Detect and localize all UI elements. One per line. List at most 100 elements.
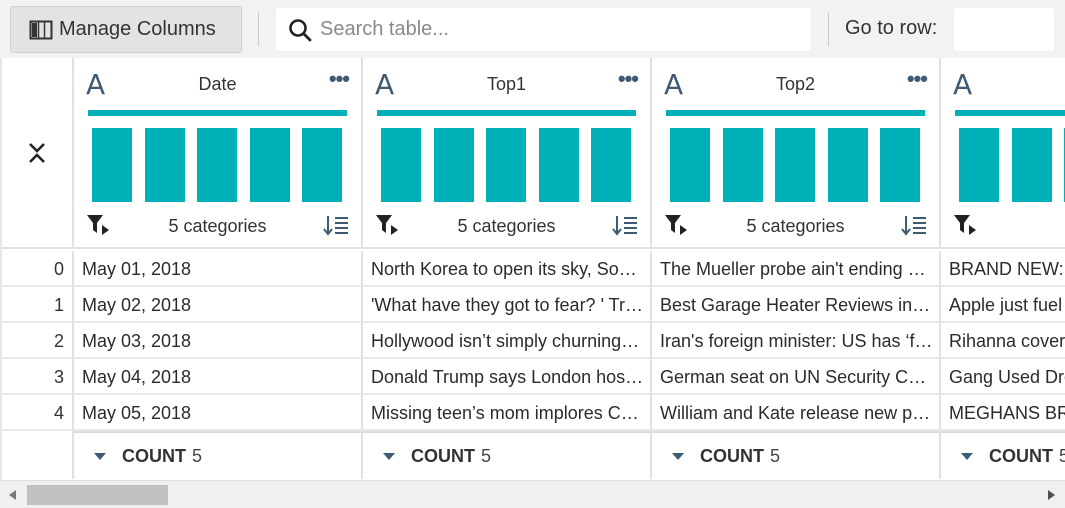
- table-cell[interactable]: Best Garage Heater Reviews in 2018: [652, 287, 941, 323]
- table-cell[interactable]: The Mueller probe ain't ending anytime s…: [652, 251, 941, 287]
- search-input[interactable]: [320, 18, 800, 41]
- scroll-right-icon[interactable]: [1048, 490, 1055, 500]
- histogram-bar[interactable]: [591, 128, 631, 202]
- column-footer-count[interactable]: COUNT 5: [363, 431, 652, 479]
- column-menu-icon[interactable]: •••: [906, 66, 928, 91]
- filter-icon[interactable]: [664, 213, 690, 237]
- histogram-bar[interactable]: [381, 128, 421, 202]
- toolbar-divider: [258, 12, 259, 46]
- dropdown-icon: [672, 452, 684, 460]
- category-histogram: [959, 128, 1065, 202]
- goto-row-input[interactable]: [954, 8, 1054, 51]
- footer-stat-label: COUNT: [411, 445, 475, 466]
- toolbar-divider: [828, 12, 829, 46]
- footer-stat-value: 5: [481, 445, 492, 466]
- column-header: A Top1 ••• 5 categories: [363, 58, 652, 249]
- table-cell[interactable]: Hollywood isn’t simply churning out sequ…: [363, 323, 652, 359]
- column-footer-count[interactable]: COUNT 5: [652, 431, 941, 479]
- table-cell[interactable]: Donald Trump says London hospital: [363, 359, 652, 395]
- table-cell[interactable]: Rihanna cover: [941, 323, 1065, 359]
- sort-icon[interactable]: [612, 213, 638, 237]
- columns-icon: [29, 20, 53, 39]
- footer-stat-label: COUNT: [989, 445, 1053, 466]
- row-index: 2: [2, 323, 74, 359]
- filter-icon[interactable]: [375, 213, 401, 237]
- table-cell[interactable]: Iran's foreign minister: US has ‘failed’: [652, 323, 941, 359]
- horizontal-scrollbar[interactable]: [0, 480, 1065, 508]
- histogram-bar[interactable]: [670, 128, 710, 202]
- column-bar: [377, 110, 636, 116]
- row-index: 1: [2, 287, 74, 323]
- histogram-bar[interactable]: [775, 128, 815, 202]
- histogram-bar[interactable]: [486, 128, 526, 202]
- scrollbar-thumb[interactable]: [27, 485, 168, 505]
- search-icon: [289, 18, 312, 41]
- column-bar: [88, 110, 347, 116]
- column-bar: [955, 110, 1065, 116]
- histogram-bar[interactable]: [302, 128, 342, 202]
- histogram-bar[interactable]: [1011, 128, 1052, 202]
- table-cell[interactable]: BRAND NEW: 1: [941, 251, 1065, 287]
- footer-stat-value: 5: [192, 445, 203, 466]
- table-cell[interactable]: William and Kate release new photos: [652, 395, 941, 431]
- table-cell[interactable]: 'What have they got to fear? ' Trump: [363, 287, 652, 323]
- column-header: A Top2 ••• 5 categories: [652, 58, 941, 249]
- table-cell[interactable]: German seat on UN Security Council: [652, 359, 941, 395]
- row-index: 0: [2, 251, 74, 287]
- column-title: Top2: [775, 74, 816, 94]
- filter-icon[interactable]: [86, 213, 112, 237]
- table-cell[interactable]: MEGHANS BRO: [941, 395, 1065, 431]
- category-count: 5 ca: [941, 216, 1065, 237]
- column-bar: [666, 110, 925, 116]
- filter-icon[interactable]: [953, 213, 979, 237]
- manage-columns-button[interactable]: Manage Columns: [10, 6, 242, 53]
- column-footer-count[interactable]: COUNT 5: [941, 431, 1065, 479]
- collapse-headers-button[interactable]: [2, 58, 74, 249]
- category-count: 5 categories: [168, 216, 267, 236]
- category-histogram: [670, 128, 922, 202]
- column-footer-count[interactable]: COUNT 5: [74, 431, 363, 479]
- category-histogram: [381, 128, 633, 202]
- histogram-bar[interactable]: [249, 128, 290, 202]
- category-count: 5 categories: [457, 216, 556, 236]
- sort-icon[interactable]: [323, 213, 349, 237]
- histogram-bar[interactable]: [959, 128, 999, 202]
- column-title: Date: [198, 74, 237, 94]
- column-header: A Date ••• 5 categories: [74, 58, 363, 249]
- footer-stat-value: 5: [1059, 446, 1065, 467]
- dropdown-icon: [961, 452, 973, 460]
- table-cell[interactable]: May 01, 2018: [74, 251, 363, 287]
- scroll-left-icon[interactable]: [9, 490, 16, 500]
- column-menu-icon[interactable]: •••: [617, 66, 639, 91]
- goto-row-label: Go to row:: [845, 17, 938, 39]
- column-title: Top1: [486, 74, 527, 94]
- histogram-bar[interactable]: [722, 128, 763, 202]
- table-cell[interactable]: May 05, 2018: [74, 395, 363, 431]
- table-cell[interactable]: May 04, 2018: [74, 359, 363, 395]
- footer-corner: [2, 431, 74, 479]
- search-box[interactable]: [276, 8, 811, 51]
- table-cell[interactable]: Apple just fuel: [941, 287, 1065, 323]
- histogram-bar[interactable]: [827, 128, 868, 202]
- table-cell[interactable]: Gang Used Dro: [941, 359, 1065, 395]
- footer-stat-value: 5: [770, 445, 781, 466]
- histogram-bar[interactable]: [880, 128, 920, 202]
- table-cell[interactable]: North Korea to open its sky, South Korea: [363, 251, 652, 287]
- collapse-icon: [29, 142, 45, 163]
- data-table: A Date ••• 5 categories A Top1 ••• 5 categories…: [0, 58, 1065, 480]
- histogram-bar[interactable]: [144, 128, 185, 202]
- column-menu-icon[interactable]: •••: [328, 66, 350, 91]
- footer-stat-label: COUNT: [700, 445, 764, 466]
- histogram-bar[interactable]: [92, 128, 132, 202]
- histogram-bar[interactable]: [197, 128, 237, 202]
- category-count: 5 categories: [746, 216, 845, 236]
- table-cell[interactable]: May 03, 2018: [74, 323, 363, 359]
- string-type-icon: A: [664, 68, 684, 101]
- row-index: 3: [2, 359, 74, 395]
- table-cell[interactable]: May 02, 2018: [74, 287, 363, 323]
- column-header: A•••5 ca: [941, 58, 1065, 249]
- table-cell[interactable]: Missing teen’s mom implores Congress: [363, 395, 652, 431]
- histogram-bar[interactable]: [433, 128, 474, 202]
- sort-icon[interactable]: [901, 213, 927, 237]
- histogram-bar[interactable]: [538, 128, 579, 202]
